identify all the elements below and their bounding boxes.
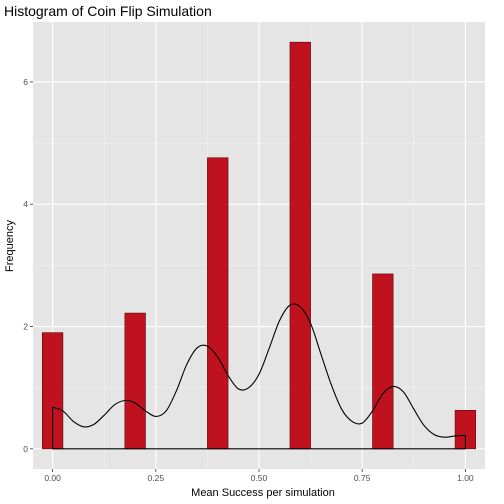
x-tick-label: 1.00 [457, 473, 474, 483]
x-tick-label: 0.75 [354, 473, 371, 483]
y-axis-title: Frequency [4, 220, 16, 272]
y-tick-label: 2 [23, 322, 28, 332]
density-curve [52, 303, 466, 450]
y-tick-label: 4 [23, 199, 28, 209]
histogram-bars [41, 41, 477, 450]
histogram-bar [372, 273, 394, 450]
histogram-bar [207, 157, 229, 450]
y-tick-label: 0 [23, 444, 28, 454]
x-axis-ticks: 0.00 0.25 0.50 0.75 1.00 [44, 469, 474, 483]
density-layer [52, 303, 466, 450]
x-axis-title: Mean Success per simulation [191, 487, 335, 499]
x-tick-label: 0.50 [251, 473, 268, 483]
x-tick-label: 0.00 [44, 473, 61, 483]
y-axis-ticks: 0 2 4 6 [23, 77, 33, 454]
grid-major [33, 22, 485, 469]
x-tick-label: 0.25 [148, 473, 165, 483]
chart-title: Histogram of Coin Flip Simulation [4, 3, 212, 19]
y-tick-label: 6 [23, 77, 28, 87]
histogram-bar [124, 312, 146, 450]
histogram-bar [289, 41, 311, 450]
